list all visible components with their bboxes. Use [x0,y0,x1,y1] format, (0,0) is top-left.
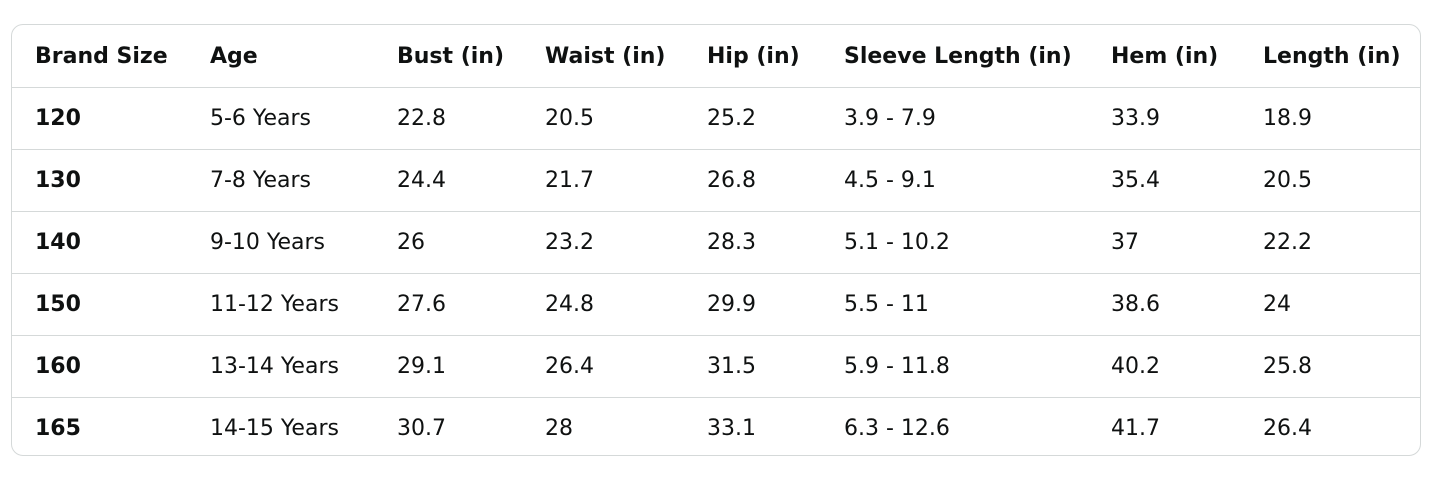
cell-sleeve-length: 5.5 - 11 [821,273,1088,336]
cell-hip: 33.1 [707,416,756,441]
header-waist: Waist (in) [522,25,684,88]
table-row: 140 9-10 Years 26 23.2 28.3 5.1 - 10.2 3… [12,211,1420,274]
cell-bust: 29.1 [374,335,522,398]
cell-age: 5-6 Years [187,87,374,150]
cell-bust: 26 [374,211,522,274]
cell-hem: 33.9 [1088,87,1240,150]
cell-bust: 30.7 [397,416,446,441]
cell-sleeve-length: 5.1 - 10.2 [821,211,1088,274]
header-bust: Bust (in) [374,25,522,88]
cell-waist: 24.8 [522,273,684,336]
header-sleeve-length: Sleeve Length (in) [821,25,1088,88]
cell-waist: 23.2 [522,211,684,274]
header-hip: Hip (in) [684,25,821,88]
cell-brand-size: 120 [12,87,187,150]
cell-length: 20.5 [1240,149,1420,212]
cell-hem: 40.2 [1088,335,1240,398]
cell-bust: 24.4 [374,149,522,212]
cell-hem: 35.4 [1088,149,1240,212]
cell-sleeve-length: 6.3 - 12.6 [844,416,950,441]
cell-hip: 29.9 [684,273,821,336]
table-row: 150 11-12 Years 27.6 24.8 29.9 5.5 - 11 … [12,273,1420,336]
cell-age: 7-8 Years [187,149,374,212]
table-row: 130 7-8 Years 24.4 21.7 26.8 4.5 - 9.1 3… [12,149,1420,212]
cell-length: 22.2 [1240,211,1420,274]
cell-age: 13-14 Years [187,335,374,398]
cell-waist: 21.7 [522,149,684,212]
cell-waist: 20.5 [522,87,684,150]
cell-bust: 22.8 [374,87,522,150]
cell-brand-size: 130 [12,149,187,212]
header-row: Brand Size Age Bust (in) Waist (in) Hip … [12,25,1420,88]
table-row: 160 13-14 Years 29.1 26.4 31.5 5.9 - 11.… [12,335,1420,398]
cell-sleeve-length: 4.5 - 9.1 [821,149,1088,212]
cell-brand-size: 150 [12,273,187,336]
header-brand-size: Brand Size [12,25,187,88]
size-chart-table: Brand Size Age Bust (in) Waist (in) Hip … [12,25,1420,456]
cell-hem: 41.7 [1111,416,1160,441]
cell-sleeve-length: 5.9 - 11.8 [821,335,1088,398]
header-age: Age [187,25,374,88]
cell-hip: 28.3 [684,211,821,274]
cell-length: 26.4 [1263,416,1312,441]
cell-brand-size: 165 [35,416,81,441]
cell-hip: 26.8 [684,149,821,212]
cell-brand-size: 140 [12,211,187,274]
table-row: 120 5-6 Years 22.8 20.5 25.2 3.9 - 7.9 3… [12,87,1420,150]
table-row: 165 14-15 Years 30.7 28 33.1 6.3 - 12.6 … [12,398,1420,456]
cell-length: 25.8 [1240,335,1420,398]
cell-brand-size: 160 [12,335,187,398]
header-length: Length (in) [1240,25,1420,88]
header-hem: Hem (in) [1088,25,1240,88]
cell-length: 18.9 [1240,87,1420,150]
cell-hem: 38.6 [1088,273,1240,336]
cell-hip: 31.5 [684,335,821,398]
cell-age: 11-12 Years [187,273,374,336]
cell-age: 14-15 Years [210,416,339,441]
cell-bust: 27.6 [374,273,522,336]
cell-sleeve-length: 3.9 - 7.9 [821,87,1088,150]
cell-waist: 26.4 [522,335,684,398]
size-chart-container: Brand Size Age Bust (in) Waist (in) Hip … [11,24,1421,456]
cell-hem: 37 [1088,211,1240,274]
cell-age: 9-10 Years [187,211,374,274]
cell-hip: 25.2 [684,87,821,150]
cell-length: 24 [1240,273,1420,336]
cell-waist: 28 [545,416,573,441]
